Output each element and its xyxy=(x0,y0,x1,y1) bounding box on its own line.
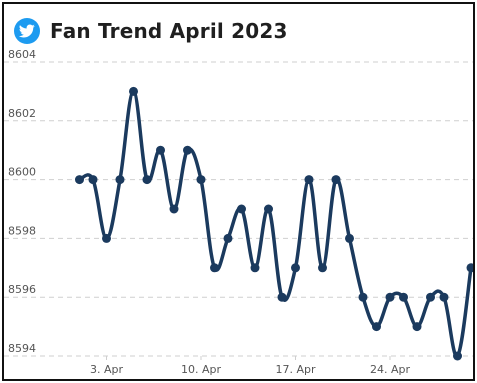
data-point xyxy=(156,145,165,155)
series-line xyxy=(77,89,473,358)
data-point xyxy=(75,175,84,185)
x-tick-label: 3. Apr xyxy=(90,363,123,376)
y-tick-label: 8594 xyxy=(8,342,36,355)
data-point xyxy=(210,263,219,273)
data-point xyxy=(304,175,314,185)
x-axis-ticks: 3. Apr 10. Apr 17. Apr 24. Apr xyxy=(90,356,410,376)
data-point xyxy=(412,322,422,332)
chart-header: Fan Trend April 2023 xyxy=(14,18,288,44)
data-point xyxy=(453,351,462,361)
data-point xyxy=(277,292,287,302)
gridlines xyxy=(4,61,473,357)
data-point xyxy=(223,233,233,243)
data-point xyxy=(129,86,138,96)
data-point xyxy=(115,175,125,185)
y-tick-label: 8596 xyxy=(8,283,36,296)
data-points xyxy=(75,86,473,361)
data-point xyxy=(372,322,381,332)
data-point xyxy=(331,175,341,185)
line-chart: 8594 8596 8598 8600 8602 8604 3. Apr 10. Apr 17… xyxy=(4,48,473,376)
data-point xyxy=(439,292,449,302)
data-point xyxy=(237,204,246,214)
data-point xyxy=(385,292,395,302)
x-tick-label: 10. Apr xyxy=(181,363,221,376)
data-point xyxy=(88,175,98,185)
data-point xyxy=(426,292,435,302)
y-axis-ticks: 8594 8596 8598 8600 8602 8604 xyxy=(8,48,36,355)
data-point xyxy=(466,263,473,273)
data-point xyxy=(250,263,260,273)
y-tick-label: 8600 xyxy=(8,166,36,179)
data-point xyxy=(169,204,179,214)
y-tick-label: 8604 xyxy=(8,48,36,61)
y-tick-label: 8598 xyxy=(8,224,36,237)
y-tick-label: 8602 xyxy=(8,107,36,120)
data-point xyxy=(102,233,111,243)
data-point xyxy=(142,175,152,185)
data-point xyxy=(264,204,273,214)
x-tick-label: 24. Apr xyxy=(370,363,410,376)
data-point xyxy=(358,292,368,302)
data-point xyxy=(183,145,192,155)
data-point xyxy=(196,175,206,185)
twitter-bird-icon xyxy=(14,18,40,44)
data-point xyxy=(399,292,408,302)
data-point xyxy=(291,263,300,273)
chart-title: Fan Trend April 2023 xyxy=(50,19,288,43)
x-tick-label: 17. Apr xyxy=(275,363,315,376)
data-point xyxy=(318,263,327,273)
data-point xyxy=(345,233,354,243)
